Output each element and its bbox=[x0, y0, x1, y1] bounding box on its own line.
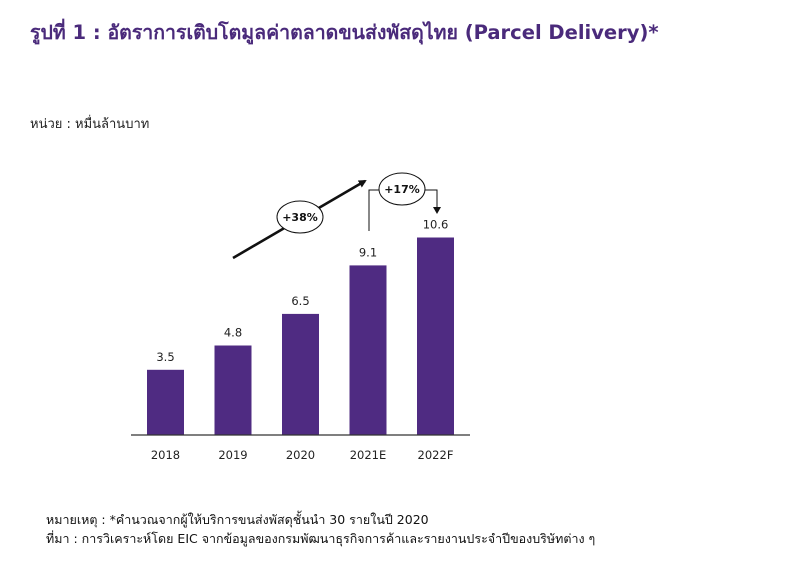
growth-label-38: +38% bbox=[282, 211, 318, 224]
x-tick-2020: 2020 bbox=[286, 448, 315, 462]
footnote-source: ที่มา : การวิเคราะห์โดย EIC จากข้อมูลของ… bbox=[46, 531, 596, 546]
bars-group: 3.5 2018 4.8 2019 6.5 2020 9.1 2021E 10.6 2022F bbox=[147, 218, 454, 462]
chart-title: รูปที่ 1 : อัตราการเติบโตมูลค่าตลาดขนส่ง… bbox=[30, 21, 659, 44]
growth-ellipse-38 bbox=[276, 200, 324, 234]
footnote: หมายเหตุ : *คำนวณจากผู้ให้บริการขนส่งพัส… bbox=[46, 510, 595, 548]
x-tick-2022F: 2022F bbox=[418, 448, 454, 462]
value-label-2021E: 9.1 bbox=[359, 245, 377, 259]
value-label-2019: 4.8 bbox=[224, 326, 242, 340]
growth-ellipse-17 bbox=[378, 172, 426, 206]
growth-label-17: +17% bbox=[384, 183, 420, 196]
value-label-2022F: 10.6 bbox=[423, 218, 449, 232]
growth-arrowhead-17 bbox=[433, 207, 441, 214]
value-label-2018: 3.5 bbox=[156, 350, 174, 364]
bar-2018 bbox=[147, 369, 184, 435]
x-tick-2021E: 2021E bbox=[350, 448, 387, 462]
bar-2022F bbox=[417, 237, 454, 435]
footnote-note: หมายเหตุ : *คำนวณจากผู้ให้บริการขนส่งพัส… bbox=[46, 512, 429, 527]
bar-2020 bbox=[282, 313, 319, 435]
x-tick-2018: 2018 bbox=[151, 448, 180, 462]
unit-label: หน่วย : หมื่นล้านบาท bbox=[30, 117, 150, 132]
bar-2021E bbox=[349, 265, 387, 435]
x-tick-2019: 2019 bbox=[218, 448, 247, 462]
value-label-2020: 6.5 bbox=[291, 294, 309, 308]
bar-2019 bbox=[214, 345, 252, 435]
